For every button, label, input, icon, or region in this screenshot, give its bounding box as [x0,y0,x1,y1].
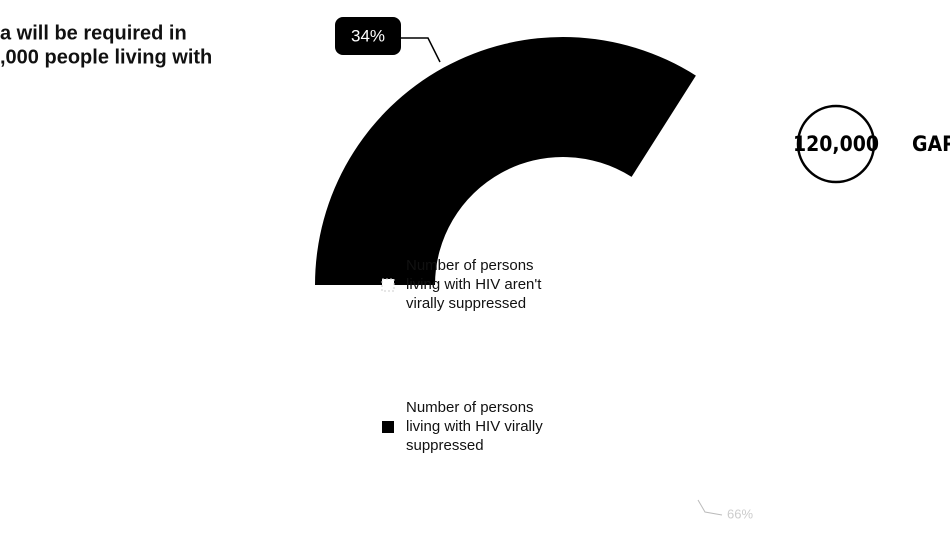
value-label: 66% [727,506,753,521]
value-label: 34% [351,26,385,45]
legend-swatch [381,278,395,292]
gap-value: 120,000 [793,132,879,156]
intro-text: a will be required in [0,22,187,44]
legend-label: living with HIV aren't [406,276,542,293]
gap-label: GAP [912,132,950,156]
legend-label: living with HIV virally [406,418,543,435]
callout-box [335,17,401,55]
callout-line [400,37,441,63]
donut-segment [315,75,812,533]
legend-swatch [382,421,394,433]
callout-line [697,499,723,516]
legend-label: virally suppressed [406,295,526,312]
legend-label: Number of persons [406,257,534,274]
gap-circle [796,104,876,184]
donut-segment [315,36,696,285]
legend-label: suppressed [406,437,484,454]
intro-text: ,000 people living with [0,46,212,68]
legend-label: Number of persons [406,399,534,416]
